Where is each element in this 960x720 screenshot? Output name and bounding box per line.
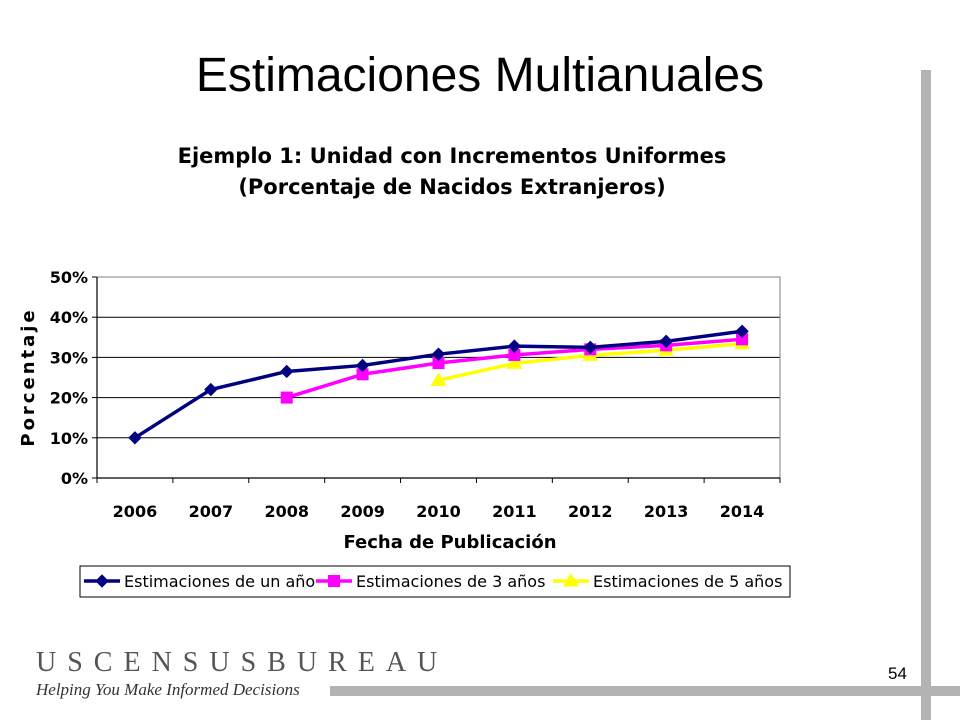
y-axis-label: Porcentaje — [18, 307, 39, 446]
data-point-diamond — [583, 340, 597, 355]
data-point-diamond — [431, 347, 446, 361]
y-tick-label: 20% — [50, 389, 88, 408]
x-tick-label: 2007 — [189, 502, 234, 521]
x-tick-label: 2013 — [644, 502, 689, 521]
data-point-diamond — [659, 334, 673, 349]
page-number: 54 — [888, 664, 907, 683]
logo-name: USCENSUSBUREAU — [36, 647, 449, 678]
legend-label: Estimaciones de 3 años — [356, 572, 545, 591]
axes — [92, 276, 781, 483]
data-point-diamond — [507, 339, 522, 353]
census-bureau-logo: USCENSUSBUREAU Helping You Make Informed… — [36, 648, 448, 700]
logo-tagline: Helping You Make Informed Decisions — [36, 680, 300, 699]
legend: Estimaciones de un año Estimaciones de 3 … — [79, 565, 791, 598]
data-point-diamond — [735, 324, 749, 338]
data-point-diamond — [128, 431, 142, 445]
y-tick-label: 30% — [50, 348, 88, 367]
legend-marker-diamond — [95, 574, 109, 588]
y-tick-labels: 0% 10% 20% 30% 40% 50% — [50, 268, 88, 488]
x-tick-label: 2011 — [492, 502, 537, 521]
y-tick-label: 50% — [50, 268, 88, 287]
x-axis-label: Fecha de Publicación — [343, 532, 556, 553]
slide-title: Estimaciones Multianuales — [195, 49, 765, 102]
y-tick-label: 10% — [50, 429, 88, 448]
legend-box — [79, 565, 791, 598]
data-point-diamond — [204, 382, 218, 397]
decorative-vertical-bar — [921, 70, 931, 720]
y-tick-label: 0% — [61, 469, 88, 488]
x-tick-label: 2012 — [568, 502, 613, 521]
y-tick-label: 40% — [50, 308, 88, 327]
series-group — [128, 324, 750, 445]
legend-marker-triangle — [563, 573, 579, 587]
data-point-triangle — [430, 372, 447, 386]
x-tick-label: 2008 — [264, 502, 309, 521]
x-tick-label: 2014 — [720, 502, 765, 521]
x-tick-label: 2006 — [113, 502, 158, 521]
legend-marker-square — [328, 575, 340, 587]
x-tick-label: 2009 — [340, 502, 385, 521]
decorative-horizontal-bar — [330, 686, 960, 696]
chart-title: Ejemplo 1: Unidad con Incrementos Unifor… — [178, 144, 727, 168]
x-tick-label: 2010 — [416, 502, 461, 521]
legend-label: Estimaciones de 5 años — [593, 572, 782, 591]
legend-label: Estimaciones de un año — [124, 572, 315, 591]
x-tick-labels: 2006 2007 2008 2009 2010 2011 2012 2013 2014 — [113, 502, 765, 521]
data-point-triangle — [506, 355, 523, 369]
data-point-square — [280, 391, 293, 404]
chart-subtitle: (Porcentaje de Nacidos Extranjeros) — [238, 175, 665, 199]
data-point-diamond — [355, 358, 370, 373]
data-point-diamond — [280, 364, 294, 379]
